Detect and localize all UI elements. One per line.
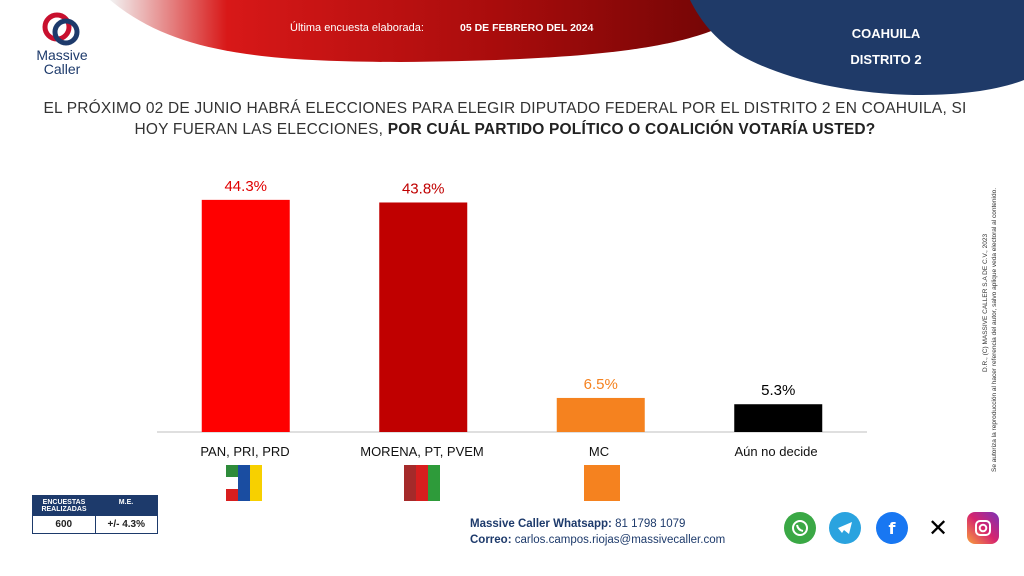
massive-caller-logo	[42, 12, 80, 46]
whatsapp-icon[interactable]	[784, 512, 816, 544]
bar-2	[379, 202, 468, 432]
stats-value-margin: +/- 4.3%	[107, 519, 146, 530]
bar-1	[201, 199, 290, 432]
instagram-icon[interactable]	[967, 512, 999, 544]
email-address[interactable]: carlos.campos.riojas@massivecaller.com	[514, 534, 726, 546]
bar-value-label-3: 6.5%	[584, 376, 618, 393]
mc-logos	[584, 465, 620, 501]
whatsapp-number[interactable]: 81 1798 1079	[615, 518, 686, 530]
bar-3	[556, 397, 645, 432]
category-label-2: MORENA, PT, PVEM	[360, 444, 484, 459]
survey-date: 05 DE FEBRERO DEL 2024	[460, 22, 594, 34]
morena-logo-icon	[404, 465, 416, 501]
bar-value-label-1: 44.3%	[224, 178, 267, 195]
copyright-line1: D.R., (C) MASSIVE CALLER S.A DE C.V., 20…	[982, 233, 989, 372]
logo-line1: Massive	[36, 47, 88, 63]
question-text: EL PRÓXIMO 02 DE JUNIO HABRÁ ELECCIONES …	[40, 98, 970, 140]
logo-line2: Caller	[43, 61, 81, 77]
category-label-3: MC	[588, 444, 610, 459]
pt-logo-icon	[416, 465, 428, 501]
whatsapp-label: Massive Caller Whatsapp:	[470, 518, 612, 530]
stats-value-surveys: 600	[33, 516, 96, 533]
telegram-icon[interactable]	[829, 512, 861, 544]
header-banner	[110, 0, 1024, 95]
pan-pri-prd-logos	[226, 465, 262, 501]
pri-logo-icon	[226, 465, 238, 501]
contact-info: Massive Caller Whatsapp: 81 1798 1079 Co…	[470, 516, 725, 548]
x-icon[interactable]: ✕	[922, 512, 954, 544]
bar-4	[734, 404, 823, 432]
category-label-1: PAN, PRI, PRD	[200, 444, 290, 459]
stats-header-margin: M.E.	[118, 499, 134, 506]
copyright-line2: Se autoriza la reproducción al hacer ref…	[991, 187, 998, 472]
district-name: DISTRITO 2	[850, 52, 922, 67]
logo-text: Massive Caller	[22, 48, 102, 76]
question-bold: POR CUÁL PARTIDO POLÍTICO O COALICIÓN VO…	[387, 121, 876, 138]
prd-logo-icon	[250, 465, 262, 501]
state-name: COAHUILA	[851, 26, 921, 41]
morena-pt-pvem-logos	[404, 465, 440, 501]
survey-date-label: Última encuesta elaborada:	[290, 22, 424, 34]
copyright-note: D.R., (C) MASSIVE CALLER S.A DE C.V., 20…	[982, 110, 998, 490]
category-label-4: Aún no decide	[734, 444, 818, 459]
question-normal: EL PRÓXIMO 02 DE JUNIO HABRÁ ELECCIONES …	[43, 100, 967, 138]
email-label: Correo:	[470, 534, 512, 546]
mc-logo-icon	[584, 465, 620, 501]
bar-value-label-4: 5.3%	[761, 382, 795, 399]
bar-value-label-2: 43.8%	[402, 180, 445, 197]
survey-stats-table: ENCUESTAS REALIZADAS M.E. 600 +/- 4.3%	[32, 495, 158, 534]
pan-logo-icon	[238, 465, 250, 501]
pvem-logo-icon	[428, 465, 440, 501]
facebook-icon[interactable]: f	[876, 512, 908, 544]
stats-header-surveys: ENCUESTAS REALIZADAS	[41, 499, 87, 513]
